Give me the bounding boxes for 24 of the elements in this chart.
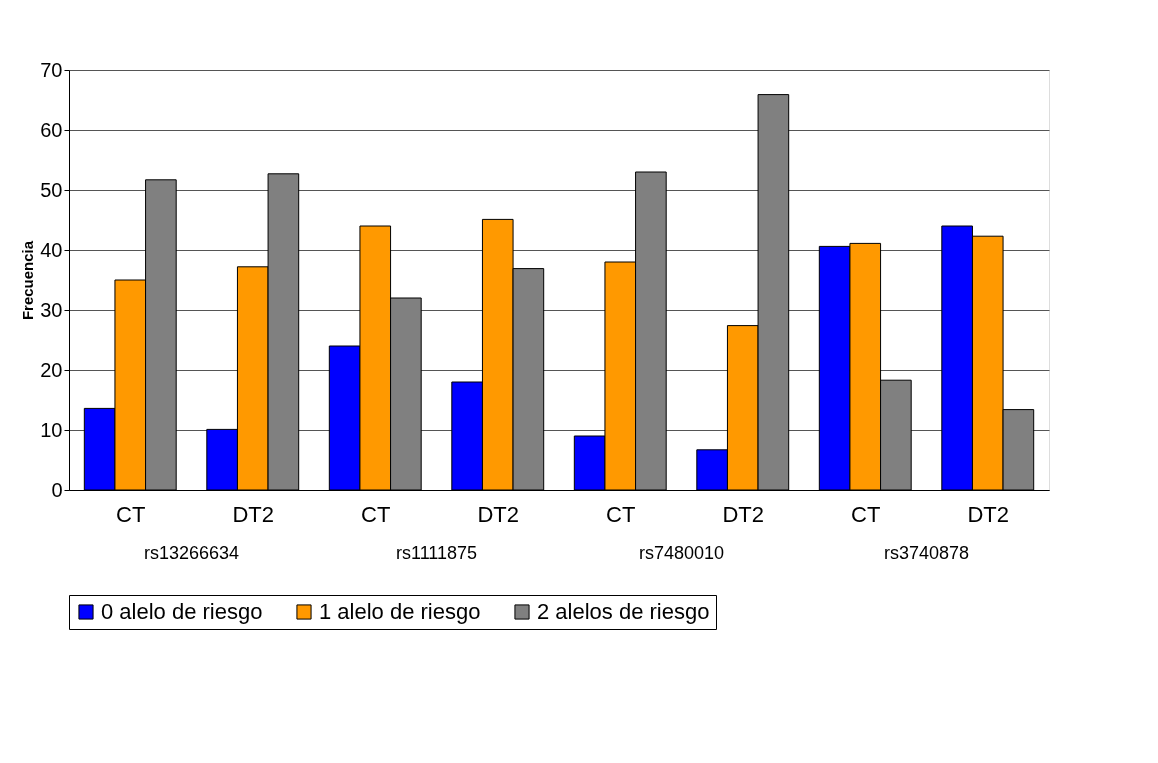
y-tick-label: 70 [40, 58, 63, 81]
y-axis-title: Frecuencia [19, 240, 37, 321]
y-tick-label: 0 [51, 478, 63, 501]
x-tick-label: CT [361, 501, 391, 527]
text: rs3740878 [883, 543, 970, 563]
legend-label: 2 alelos de riesgo [537, 599, 710, 624]
text: rs7480010 [638, 543, 725, 563]
x-tick-label: CT [116, 501, 146, 527]
y-tick-label: 40 [40, 238, 63, 261]
x-tick-label: DT2 [967, 501, 1010, 527]
x-tick-label: DT2 [477, 501, 520, 527]
y-tick-label: 10 [40, 418, 63, 441]
legend-label: 0 alelo de riesgo [101, 599, 263, 624]
x-tick-label: CT [851, 501, 881, 527]
legend-label: 1 alelo de riesgo [319, 599, 481, 624]
x-tick-label: DT2 [722, 501, 765, 527]
text: rs13266634 [143, 543, 240, 563]
y-tick-label: 20 [40, 358, 63, 381]
y-tick-label: 50 [40, 178, 63, 201]
text: rs1111875 [395, 543, 478, 563]
y-tick-label: 30 [40, 298, 63, 321]
x-tick-label: DT2 [232, 501, 275, 527]
y-tick-label: 60 [40, 118, 63, 141]
x-tick-label: CT [606, 501, 636, 527]
